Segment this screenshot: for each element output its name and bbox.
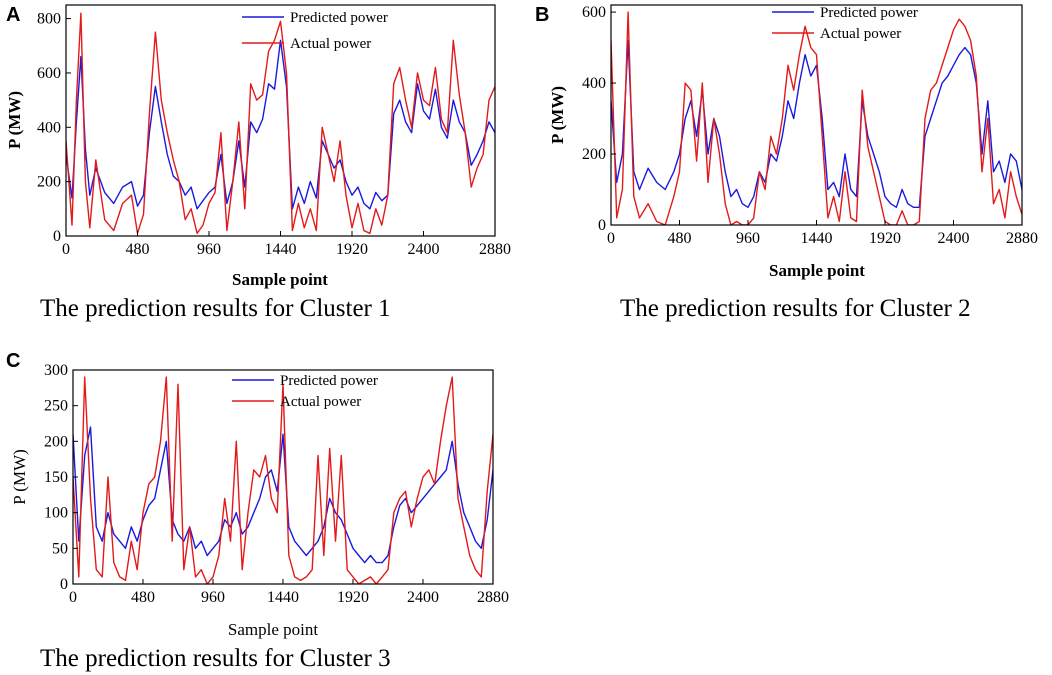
x-tick-label: 1440 xyxy=(267,589,299,606)
x-tick-label: 0 xyxy=(69,589,77,606)
y-axis-label: P (MW) xyxy=(5,91,24,149)
series-line-predicted xyxy=(611,39,1022,209)
x-axis-label: Sample point xyxy=(232,270,328,289)
x-tick-label: 480 xyxy=(131,589,155,606)
x-tick-label: 960 xyxy=(197,241,221,258)
x-axis-label: Sample point xyxy=(769,261,865,280)
x-tick-label: 1920 xyxy=(869,230,901,247)
series-line-actual xyxy=(611,11,1022,225)
panel-letter: C xyxy=(6,350,21,372)
y-tick-label: 0 xyxy=(598,217,606,234)
y-tick-label: 150 xyxy=(44,469,68,486)
y-tick-label: 200 xyxy=(582,146,606,163)
x-tick-label: 2880 xyxy=(479,241,511,258)
chart-caption: The prediction results for Cluster 1 xyxy=(40,295,391,322)
x-tick-label: 2880 xyxy=(1006,230,1038,247)
series-line-predicted xyxy=(73,426,493,564)
chart-caption: The prediction results for Cluster 2 xyxy=(620,295,971,322)
y-tick-label: 800 xyxy=(37,11,61,28)
x-tick-label: 2400 xyxy=(407,589,439,606)
y-tick-label: 300 xyxy=(44,362,68,379)
x-tick-label: 1920 xyxy=(336,241,368,258)
x-tick-label: 960 xyxy=(736,230,760,247)
x-tick-label: 0 xyxy=(607,230,615,247)
y-tick-label: 0 xyxy=(60,576,68,593)
y-tick-label: 400 xyxy=(37,119,61,136)
y-tick-label: 0 xyxy=(53,228,61,245)
series-line-actual xyxy=(73,376,493,584)
x-tick-label: 2400 xyxy=(938,230,970,247)
legend-label: Actual power xyxy=(290,36,371,52)
x-tick-label: 1440 xyxy=(265,241,297,258)
legend-label: Predicted power xyxy=(820,5,918,21)
y-tick-label: 600 xyxy=(582,4,606,21)
y-tick-label: 250 xyxy=(44,398,68,415)
y-tick-label: 600 xyxy=(37,65,61,82)
x-tick-label: 1920 xyxy=(337,589,369,606)
y-tick-label: 400 xyxy=(582,75,606,92)
legend-label: Actual power xyxy=(280,394,361,410)
x-tick-label: 2880 xyxy=(477,589,509,606)
legend-label: Actual power xyxy=(820,26,901,42)
x-tick-label: 2400 xyxy=(408,241,440,258)
x-tick-label: 480 xyxy=(126,241,150,258)
y-axis-label: P (MW) xyxy=(548,86,567,144)
legend-label: Predicted power xyxy=(290,10,388,26)
x-tick-label: 480 xyxy=(668,230,692,247)
panel-letter: A xyxy=(6,4,21,26)
y-tick-label: 200 xyxy=(37,174,61,191)
x-axis-label: Sample point xyxy=(228,620,318,639)
series-line-actual xyxy=(66,12,495,235)
series-line-predicted xyxy=(66,39,495,210)
legend-label: Predicted power xyxy=(280,373,378,389)
y-tick-label: 50 xyxy=(52,540,68,557)
chart-caption: The prediction results for Cluster 3 xyxy=(40,645,391,672)
x-tick-label: 960 xyxy=(201,589,225,606)
x-tick-label: 1440 xyxy=(801,230,833,247)
y-tick-label: 200 xyxy=(44,433,68,450)
x-tick-label: 0 xyxy=(62,241,70,258)
y-tick-label: 100 xyxy=(44,505,68,522)
y-axis-label: P (MW) xyxy=(10,449,29,505)
panel-letter: B xyxy=(535,4,550,26)
